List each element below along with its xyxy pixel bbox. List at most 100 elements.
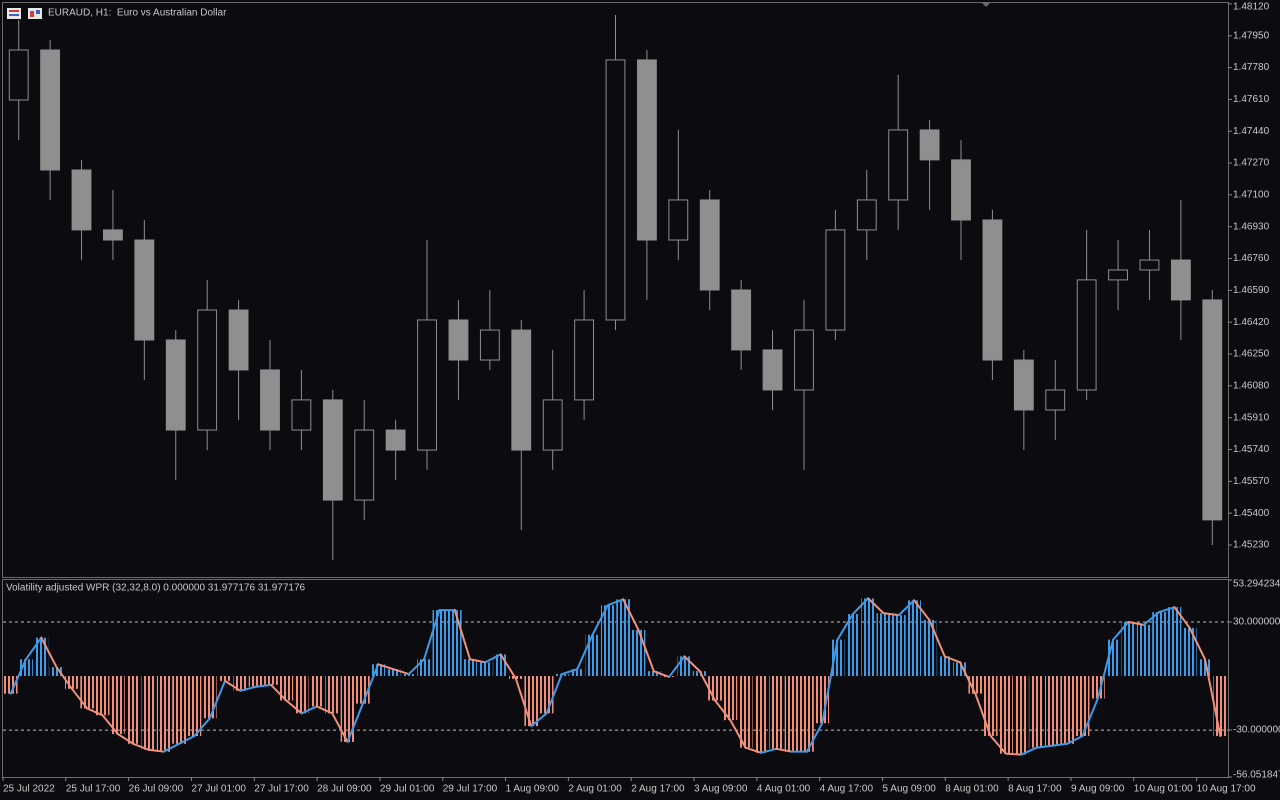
indicator-line <box>698 670 717 702</box>
candle-body <box>197 309 218 431</box>
histogram-bar-group <box>570 669 585 677</box>
histogram-bar <box>968 676 983 694</box>
histogram-bar <box>34 637 49 677</box>
histogram-bar <box>830 639 845 677</box>
candle-body <box>919 129 940 161</box>
candle-body <box>951 159 971 221</box>
y-tick-label: 1.45570 <box>1233 476 1270 487</box>
histogram-bar-group <box>953 662 967 677</box>
y-tick-label: 1.46420 <box>1233 317 1270 328</box>
y-tick-label: 1.47270 <box>1233 158 1270 169</box>
histogram-bar-group <box>631 629 646 677</box>
histogram-bar <box>738 676 753 748</box>
indicator-line <box>928 618 946 658</box>
histogram-bar-group <box>187 676 202 737</box>
indicator-line <box>285 699 303 715</box>
histogram-bar-group <box>723 676 738 721</box>
histogram-bar <box>891 615 906 677</box>
histogram-bar <box>937 656 952 677</box>
indicator-line <box>1188 626 1207 661</box>
x-tick-label: 4 Aug 01:00 <box>757 784 811 795</box>
histogram-bar-group <box>34 637 49 677</box>
indicator-line <box>668 655 686 678</box>
icon <box>36 10 40 14</box>
indicator-line <box>269 683 288 702</box>
histogram-bar-group <box>524 676 539 727</box>
y-tick-label: 53.294234 <box>1233 579 1280 590</box>
histogram-bar-group <box>585 634 600 677</box>
y-tick-label: 1.45400 <box>1233 508 1270 519</box>
indicator-line <box>377 663 395 671</box>
histogram-bar <box>49 667 64 677</box>
x-tick-label: 4 Aug 17:00 <box>820 784 874 795</box>
x-tick-label: 25 Jul 2022 <box>3 784 55 795</box>
candle-body <box>1170 259 1191 301</box>
candle-body <box>574 319 595 401</box>
histogram-bar <box>631 629 646 677</box>
histogram-bar <box>600 605 615 677</box>
candle-body <box>448 319 469 361</box>
indicator-line <box>1035 744 1053 749</box>
histogram-bar <box>1014 676 1029 755</box>
candle-body <box>762 349 783 391</box>
indicator-line <box>453 609 472 661</box>
histogram-bar-group <box>218 676 232 681</box>
histogram-bar <box>907 600 921 677</box>
histogram-bar <box>1213 676 1228 737</box>
histogram-bar-group <box>1167 607 1182 677</box>
indicator-line <box>315 705 334 715</box>
histogram-bar-group <box>769 676 784 749</box>
indicator-line <box>1050 742 1069 747</box>
indicator-line <box>897 599 916 617</box>
histogram-bar-group <box>677 656 692 677</box>
histogram-bar <box>80 676 95 709</box>
candle-body <box>1108 269 1128 281</box>
indicator-line <box>132 742 150 751</box>
x-tick-label: 8 Aug 17:00 <box>1008 784 1062 795</box>
x-tick-label: 10 Aug 17:00 <box>1197 784 1256 795</box>
x-tick-label: 5 Aug 09:00 <box>882 784 936 795</box>
histogram-bar <box>141 676 156 750</box>
y-tick-label: 1.46080 <box>1233 380 1270 391</box>
histogram-bar-group <box>1060 676 1075 744</box>
candle-body <box>8 49 29 101</box>
histogram-bar-group <box>202 676 217 719</box>
candle-body <box>511 329 532 451</box>
histogram-bar-group <box>600 605 615 677</box>
y-tick-label: 30.000000 <box>1233 617 1280 628</box>
indicator-line <box>882 612 900 617</box>
histogram-bar <box>1060 676 1075 744</box>
histogram-bar-group <box>830 639 845 677</box>
histogram-bar <box>264 676 278 685</box>
histogram-bar-group <box>1106 639 1121 677</box>
indicator-line <box>714 699 732 722</box>
histogram-bar-group <box>156 676 171 752</box>
icon <box>7 8 21 19</box>
indicator-line <box>867 597 885 615</box>
indicator-line <box>40 636 58 669</box>
candle-body <box>1139 259 1160 271</box>
candle-body <box>1202 299 1223 521</box>
indicator-line <box>729 719 747 749</box>
indicator-line <box>805 722 824 753</box>
histogram-bar <box>1167 607 1182 677</box>
y-tick-label: 1.46930 <box>1233 221 1270 232</box>
indicator-line <box>591 604 609 636</box>
histogram-bar-group <box>815 676 830 724</box>
indicator-line <box>9 658 27 695</box>
candle-body <box>322 399 343 501</box>
histogram-bar-group <box>876 613 891 677</box>
histogram-bar <box>386 669 401 677</box>
icon <box>9 10 19 12</box>
histogram-bar-group <box>800 676 814 752</box>
icon <box>30 11 34 17</box>
candle-body <box>856 199 877 231</box>
y-tick-label: 1.47780 <box>1233 62 1270 73</box>
candle-body <box>1045 389 1066 411</box>
histogram-bar <box>754 676 768 753</box>
indicator-line <box>622 598 640 631</box>
histogram-bar-group <box>845 614 860 677</box>
histogram-bar-group <box>999 676 1013 754</box>
indicator-line <box>1004 752 1023 756</box>
histogram-bar-group <box>110 676 125 735</box>
